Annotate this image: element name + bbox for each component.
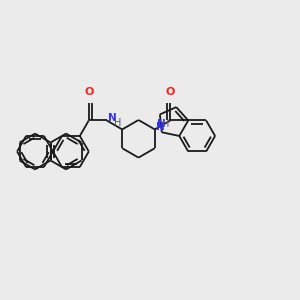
Text: O: O [84, 87, 94, 97]
Text: N: N [157, 119, 166, 129]
Text: N: N [108, 113, 117, 123]
Text: O: O [166, 87, 175, 97]
Text: H: H [114, 118, 121, 128]
Text: H: H [162, 119, 169, 129]
Text: N: N [156, 122, 165, 132]
